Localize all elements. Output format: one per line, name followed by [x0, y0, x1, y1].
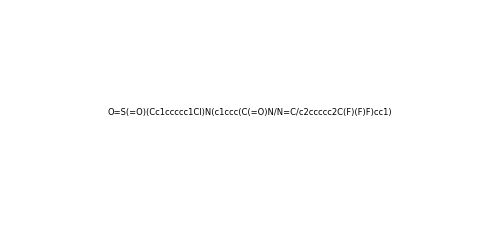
- Text: O=S(=O)(Cc1ccccc1Cl)N(c1ccc(C(=O)N/N=C/c2ccccc2C(F)(F)F)cc1): O=S(=O)(Cc1ccccc1Cl)N(c1ccc(C(=O)N/N=C/c…: [107, 108, 392, 117]
